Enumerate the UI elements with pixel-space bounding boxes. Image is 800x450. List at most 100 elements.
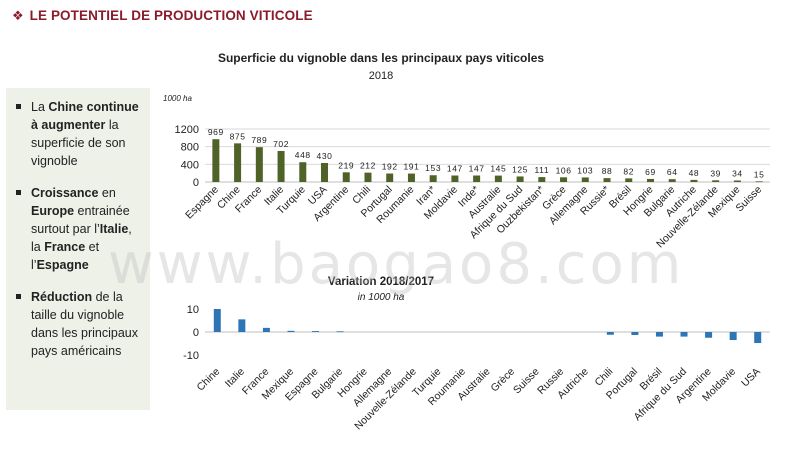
data-label: 430 (317, 151, 333, 161)
bar (336, 331, 344, 333)
data-label: 875 (230, 131, 246, 141)
chart-title: Superficie du vignoble dans les principa… (218, 51, 544, 65)
bar (581, 177, 589, 182)
data-label: 702 (273, 139, 289, 149)
data-label: 39 (710, 168, 721, 178)
y-tick-label: 0 (193, 177, 199, 189)
bullet-item: La Chine continue à augmenter la superfi… (16, 98, 144, 170)
data-label: 153 (425, 163, 441, 173)
bar (287, 330, 295, 332)
data-label: 64 (667, 167, 678, 177)
bullet-text: Réduction (31, 290, 93, 304)
y-axis-unit: 1000 ha (163, 94, 192, 103)
bar (238, 319, 246, 332)
bullet-list: La Chine continue à augmenter la superfi… (6, 88, 150, 360)
bullet-text: en (98, 186, 116, 200)
bar (364, 172, 372, 182)
data-label: 212 (360, 161, 376, 171)
bar (386, 173, 394, 182)
bar (255, 147, 263, 182)
data-label: 82 (623, 166, 634, 176)
bar (631, 332, 639, 335)
grape-icon: ❖ (12, 8, 24, 23)
bar (646, 178, 654, 182)
bullet-text: de la taille du vignoble dans les princi… (31, 290, 139, 358)
bullet-item: Croissance en Europe entrainée surtout p… (16, 184, 144, 274)
bullet-text: , la (31, 222, 132, 254)
bar (407, 173, 415, 182)
bar (213, 309, 221, 332)
bar (668, 179, 676, 182)
bullet-text: Europe (31, 204, 75, 218)
data-label: 789 (251, 135, 267, 145)
page-title: LE POTENTIEL DE PRODUCTION VITICOLE (29, 8, 313, 23)
bar (655, 332, 663, 337)
bullet-text: Chine continue à augmenter (31, 100, 139, 132)
bullet-text: Croissance (31, 186, 99, 200)
bullet-text: France (44, 240, 86, 254)
data-label: 192 (382, 162, 398, 172)
data-label: 48 (689, 168, 700, 178)
data-label: 88 (602, 166, 613, 176)
data-label: 103 (577, 165, 593, 175)
data-label: 69 (645, 167, 656, 177)
category-label: USA (739, 366, 763, 390)
chart-title: Variation 2018/2017 (328, 276, 434, 288)
data-label: 34 (732, 168, 743, 178)
bar (733, 180, 741, 182)
bullet-text: La (31, 100, 49, 114)
bar (262, 327, 270, 332)
bar (321, 163, 329, 182)
data-label: 969 (208, 127, 224, 137)
y-tick-label: 400 (181, 159, 199, 171)
bar (277, 150, 285, 182)
page-header: ❖ LE POTENTIEL DE PRODUCTION VITICOLE (12, 8, 313, 23)
data-label: 111 (534, 165, 549, 175)
y-tick-label: -10 (183, 350, 199, 362)
bar (299, 162, 307, 182)
data-label: 106 (556, 165, 572, 175)
data-label: 15 (754, 169, 765, 179)
bar (755, 181, 763, 183)
bullet-text: la superficie de son vignoble (31, 118, 126, 168)
bar (560, 177, 568, 182)
chart-subtitle: in 1000 ha (358, 292, 405, 303)
bar (342, 172, 350, 182)
bar (234, 143, 242, 182)
bar (429, 175, 437, 182)
bullet-item: Réduction de la taille du vignoble dans … (16, 288, 144, 360)
chart-subtitle: 2018 (369, 70, 393, 82)
data-label: 448 (295, 150, 311, 160)
y-tick-label: 10 (187, 304, 199, 316)
bar (212, 139, 220, 182)
y-tick-label: 0 (193, 327, 199, 339)
bullet-text: Espagne (36, 258, 89, 272)
bar (729, 332, 737, 341)
bar (705, 332, 713, 338)
data-label: 125 (512, 164, 528, 174)
bar (538, 177, 546, 182)
bar (680, 332, 688, 337)
bar (473, 175, 481, 182)
bar (312, 331, 320, 332)
category-label: Chine (195, 366, 223, 394)
bar (451, 175, 459, 182)
bar (690, 179, 698, 182)
bar (603, 178, 611, 182)
y-tick-label: 800 (181, 142, 199, 154)
bullet-text: Italie (99, 222, 129, 236)
bar (606, 332, 614, 335)
data-label: 219 (338, 160, 354, 170)
bar (516, 176, 524, 182)
bar (754, 332, 762, 344)
bar (625, 178, 633, 182)
sidebar-panel: La Chine continue à augmenter la superfi… (6, 88, 150, 410)
data-label: 147 (469, 164, 485, 174)
data-label: 147 (447, 164, 463, 174)
bar (494, 175, 502, 182)
data-label: 191 (403, 162, 419, 172)
data-label: 145 (490, 164, 506, 174)
bar (712, 180, 720, 182)
y-tick-label: 1200 (175, 124, 199, 136)
